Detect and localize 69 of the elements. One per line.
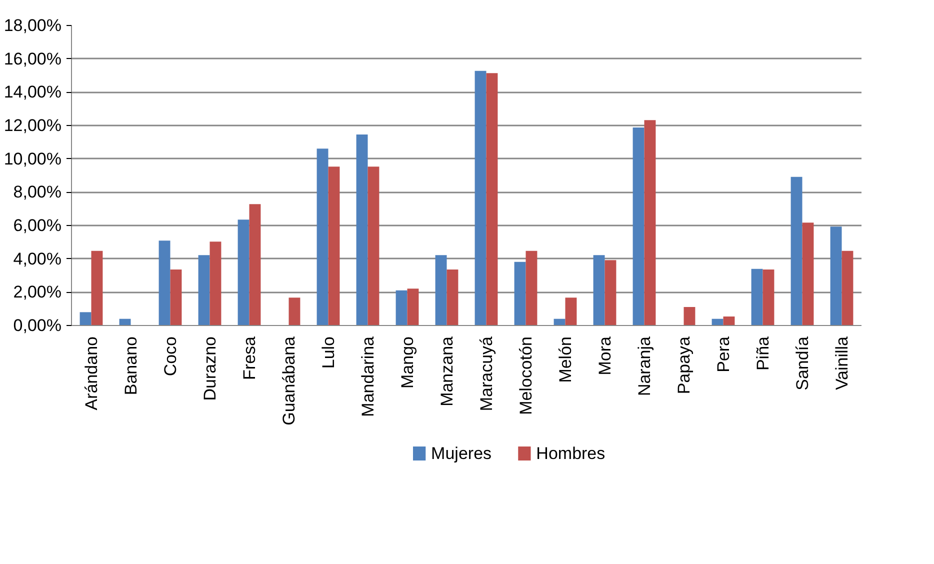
bar [514, 262, 526, 326]
x-tick-label: Sandía [792, 336, 812, 390]
y-tick-label: 10,00% [4, 149, 62, 168]
bar [249, 204, 261, 326]
bar [356, 134, 368, 326]
bar [435, 255, 447, 326]
x-tick-label: Maracuyá [476, 336, 496, 412]
bar [486, 73, 498, 326]
y-tick-label: 0,00% [13, 316, 62, 335]
bar [288, 298, 300, 326]
bar [644, 120, 656, 326]
x-tick-label: Mandarina [358, 336, 378, 417]
bar [316, 148, 328, 326]
x-tick-label: Lulo [318, 336, 338, 369]
y-tick-label: 8,00% [13, 182, 62, 202]
y-tick-label: 6,00% [13, 216, 62, 235]
x-tick-label: Arándano [82, 336, 101, 410]
x-tick-label: Papaya [674, 336, 694, 394]
bar [238, 220, 250, 326]
legend-label: Mujeres [431, 444, 492, 463]
y-tick-label: 14,00% [4, 82, 62, 102]
bar [684, 307, 696, 326]
bar [830, 226, 842, 326]
x-tick-label: Vainilla [832, 336, 852, 390]
x-tick-label: Fresa [240, 336, 259, 380]
bar [751, 268, 763, 326]
bar [396, 290, 408, 326]
bar [446, 270, 458, 326]
bar [198, 255, 210, 326]
bar [802, 222, 814, 326]
bar [368, 166, 380, 326]
legend-label: Hombres [536, 444, 606, 463]
x-tick-label: Melón [556, 336, 575, 383]
bar [593, 255, 605, 326]
bar [210, 242, 222, 326]
bar [526, 250, 538, 326]
x-tick-label: Guanábana [279, 336, 298, 426]
bar [407, 288, 419, 326]
x-tick-label: Durazno [200, 336, 220, 401]
y-tick-label: 16,00% [4, 49, 62, 68]
bar [170, 270, 182, 326]
x-tick-label: Naranja [634, 336, 654, 396]
x-tick-label: Coco [160, 336, 180, 376]
y-tick-label: 18,00% [4, 16, 62, 35]
bar [158, 240, 170, 326]
bar [474, 70, 486, 326]
bar [762, 270, 774, 326]
y-tick-label: 2,00% [13, 282, 62, 302]
y-tick-label: 12,00% [4, 116, 62, 135]
bar [712, 318, 724, 326]
x-tick-label: Piña [753, 336, 772, 371]
y-tick-label: 4,00% [13, 249, 62, 268]
bar [80, 312, 92, 326]
bar [119, 318, 131, 326]
x-tick-label: Pera [714, 336, 733, 372]
bar [91, 250, 103, 326]
x-tick-label: Manzana [437, 336, 456, 406]
x-tick-label: Mora [595, 336, 614, 376]
bar [723, 316, 735, 326]
x-tick-label: Banano [121, 336, 140, 396]
bar [554, 318, 566, 326]
bar [328, 166, 340, 326]
bar [632, 128, 644, 326]
x-tick-label: Melocotón [516, 336, 536, 415]
bar [604, 260, 616, 326]
bar [790, 176, 802, 326]
x-tick-label: Mango [398, 336, 417, 388]
bar [565, 298, 577, 326]
bar [842, 250, 854, 326]
